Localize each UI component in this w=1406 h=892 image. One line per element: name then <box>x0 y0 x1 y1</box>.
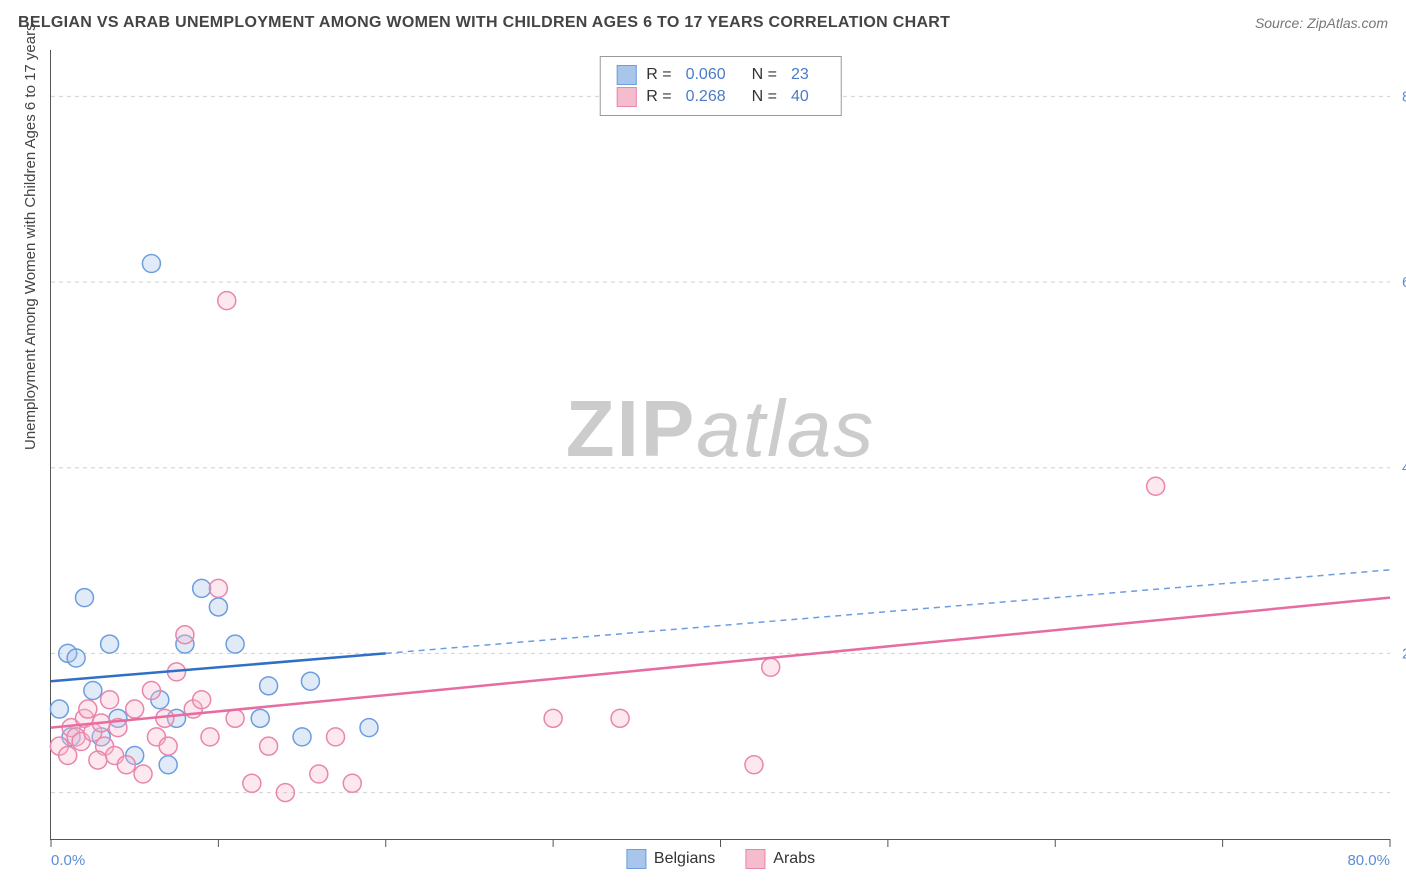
svg-text:40.0%: 40.0% <box>1402 460 1406 477</box>
legend-item-arabs: Arabs <box>745 849 815 869</box>
svg-text:60.0%: 60.0% <box>1402 274 1406 291</box>
svg-text:20.0%: 20.0% <box>1402 645 1406 662</box>
y-axis-label: Unemployment Among Women with Children A… <box>22 23 39 450</box>
series-legend: Belgians Arabs <box>626 849 815 869</box>
legend-row-arabs: R =0.268 N =40 <box>616 87 825 107</box>
correlation-legend: R =0.060 N =23 R =0.268 N =40 <box>599 56 842 116</box>
chart-svg: 20.0%40.0%60.0%80.0%0.0%80.0% <box>51 50 1390 839</box>
swatch-icon <box>745 849 765 869</box>
legend-row-belgians: R =0.060 N =23 <box>616 65 825 85</box>
svg-text:0.0%: 0.0% <box>51 852 85 869</box>
svg-text:80.0%: 80.0% <box>1402 88 1406 105</box>
swatch-icon <box>616 87 636 107</box>
chart-plot-area: ZIPatlas R =0.060 N =23 R =0.268 N =40 2… <box>50 50 1390 840</box>
source-label: Source: ZipAtlas.com <box>1255 15 1388 31</box>
chart-title: BELGIAN VS ARAB UNEMPLOYMENT AMONG WOMEN… <box>18 14 950 32</box>
swatch-icon <box>616 65 636 85</box>
svg-text:80.0%: 80.0% <box>1347 852 1390 869</box>
swatch-icon <box>626 849 646 869</box>
legend-item-belgians: Belgians <box>626 849 715 869</box>
